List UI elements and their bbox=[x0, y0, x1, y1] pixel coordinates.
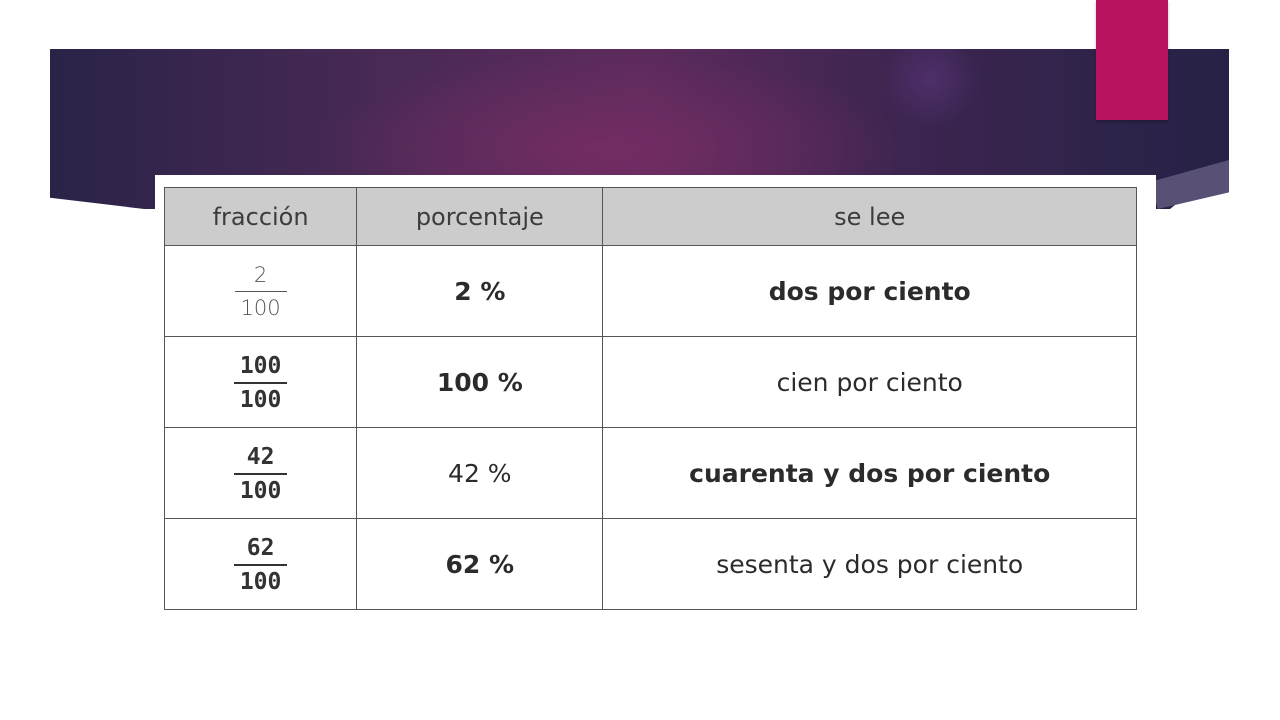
header-fraction: fracción bbox=[163, 187, 358, 246]
fraction-numerator: 42 bbox=[246, 443, 275, 470]
header-reading: se lee bbox=[602, 187, 1137, 246]
percent-cell: 42 % bbox=[356, 427, 604, 519]
fraction-numerator: 62 bbox=[246, 534, 275, 561]
fraction-denominator: 100 bbox=[239, 477, 282, 504]
percent-cell: 62 % bbox=[356, 518, 604, 610]
fraction-numerator: 100 bbox=[239, 352, 282, 379]
fraction: 100 100 bbox=[233, 351, 288, 415]
reading-cell: dos por ciento bbox=[602, 245, 1137, 337]
fraction-denominator: 100 bbox=[239, 568, 282, 595]
fraction: 42 100 bbox=[233, 442, 288, 506]
percent-cell: 100 % bbox=[356, 336, 604, 428]
reading-cell: cien por ciento bbox=[602, 336, 1137, 428]
reading-cell: cuarenta y dos por ciento bbox=[602, 427, 1137, 519]
accent-tab bbox=[1096, 0, 1168, 120]
fraction-numerator: 2 bbox=[253, 263, 268, 287]
fraction-bar bbox=[234, 291, 287, 292]
fraction-denominator: 100 bbox=[239, 386, 282, 413]
fraction-bar bbox=[233, 563, 288, 566]
fraction-bar bbox=[233, 472, 288, 475]
percent-cell: 2 % bbox=[356, 245, 604, 337]
reading-cell: sesenta y dos por ciento bbox=[602, 518, 1137, 610]
fraction-cell: 100 100 bbox=[163, 336, 358, 428]
fraction-cell: 62 100 bbox=[163, 518, 358, 610]
table-row: 2 100 2 % dos por ciento bbox=[163, 245, 1137, 337]
header-percent: porcentaje bbox=[356, 187, 604, 246]
table-row: 42 100 42 % cuarenta y dos por ciento bbox=[163, 427, 1137, 519]
fraction-bar bbox=[233, 381, 288, 384]
table-row: 100 100 100 % cien por ciento bbox=[163, 336, 1137, 428]
table-header-row: fracción porcentaje se lee bbox=[163, 187, 1137, 246]
fraction-cell: 42 100 bbox=[163, 427, 358, 519]
fraction: 2 100 bbox=[234, 260, 287, 323]
fraction-denominator: 100 bbox=[240, 296, 281, 320]
fraction-cell: 2 100 bbox=[163, 245, 358, 337]
table-row: 62 100 62 % sesenta y dos por ciento bbox=[163, 518, 1137, 610]
percent-table: fracción porcentaje se lee 2 100 2 % dos… bbox=[163, 187, 1137, 610]
fraction: 62 100 bbox=[233, 533, 288, 597]
